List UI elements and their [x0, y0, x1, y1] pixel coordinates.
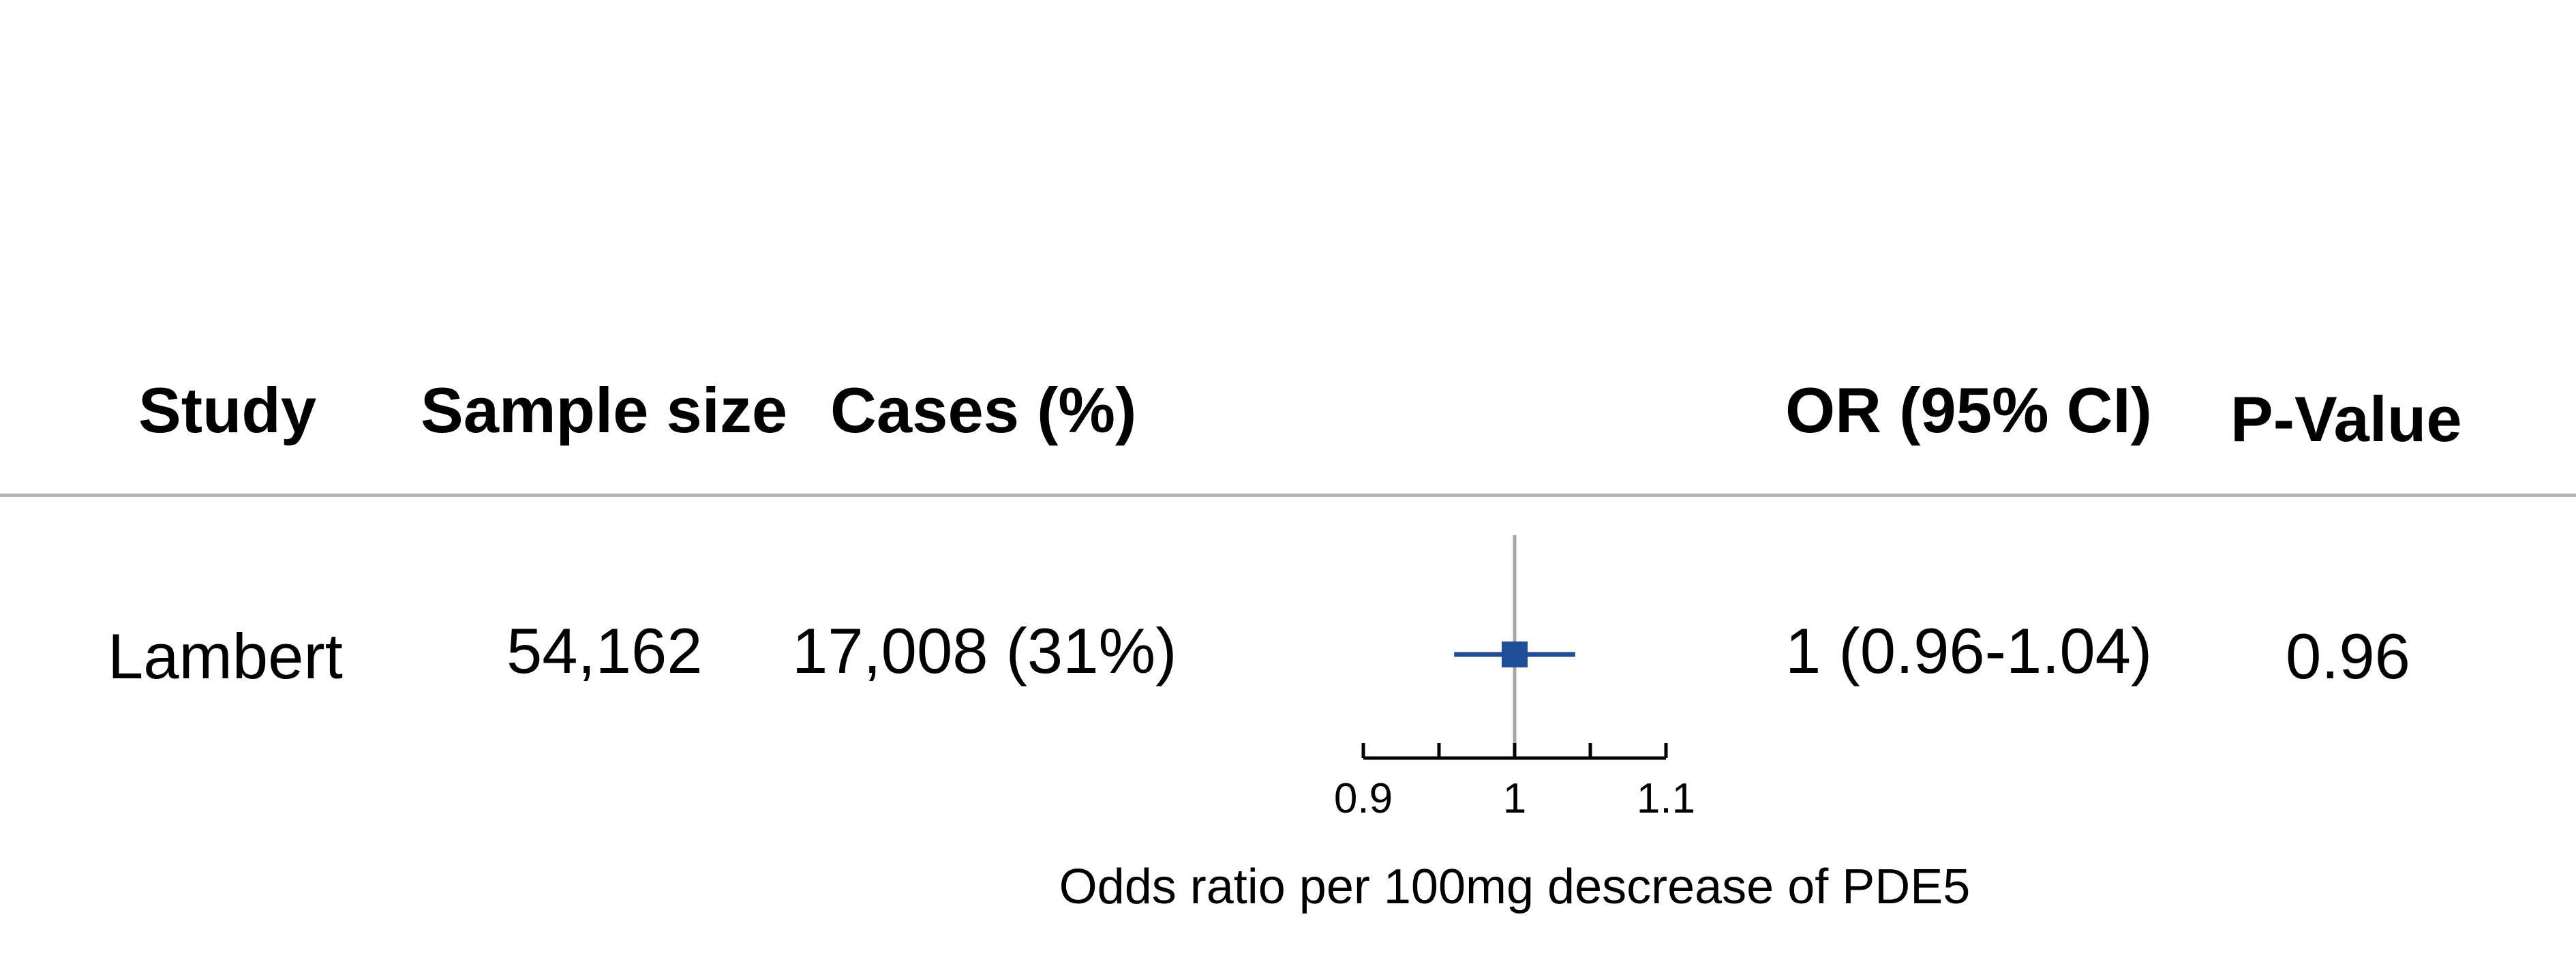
- header-or-ci: OR (95% CI): [1785, 374, 2152, 446]
- x-tick-label: 1.1: [1637, 775, 1695, 822]
- study-estimates: [1454, 642, 1575, 667]
- x-tick-label: 0.9: [1334, 775, 1393, 822]
- header-study: Study: [138, 374, 317, 446]
- cell-p-value: 0.96: [2286, 620, 2410, 692]
- header-cases: Cases (%): [830, 374, 1137, 446]
- x-tick-label: 1: [1503, 775, 1526, 822]
- cell-cases: 17,008 (31%): [792, 615, 1177, 686]
- header-divider: [0, 494, 2576, 497]
- cell-or-ci: 1 (0.96-1.04): [1785, 615, 2153, 686]
- cell-sample-size: 54,162: [506, 615, 703, 686]
- header-p-value: P-Value: [2230, 383, 2462, 455]
- cell-study: Lambert: [108, 620, 343, 692]
- header-sample-size: Sample size: [421, 374, 788, 446]
- x-axis: 0.9 1 1.1: [1334, 743, 1695, 822]
- point-estimate: [1502, 642, 1528, 667]
- x-axis-label: Odds ratio per 100mg descrease of PDE5: [1059, 860, 1971, 914]
